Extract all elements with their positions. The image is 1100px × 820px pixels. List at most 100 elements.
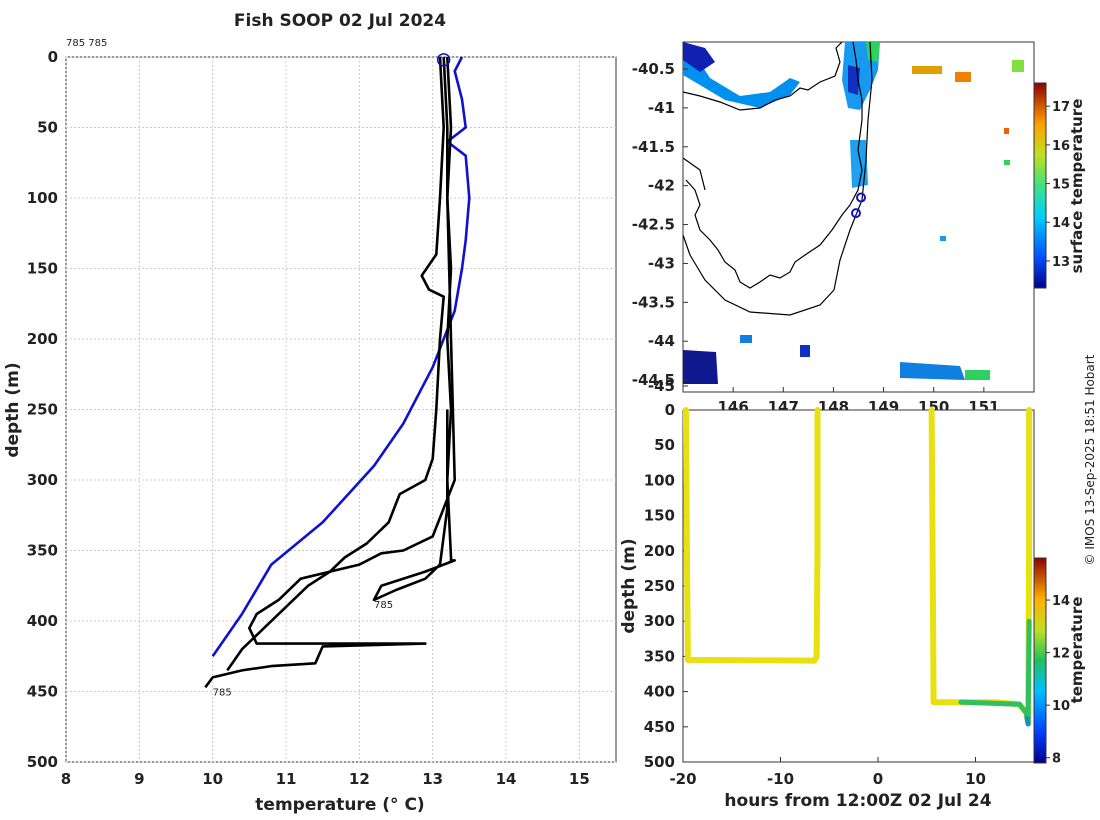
- map-y-tick-label: -42: [648, 177, 675, 195]
- timeseries-colorbar: [1033, 557, 1047, 764]
- y-tick-label: 350: [27, 542, 58, 560]
- timeseries-xlabel: hours from 12:00Z 02 Jul 24: [724, 791, 991, 811]
- sst-patch-east: [850, 140, 868, 188]
- profile-ticks: 8 9 10 11 12 13 14 1505010015020025030035040045…: [27, 48, 590, 788]
- x-tick-label: 11: [276, 770, 297, 788]
- map-y-tick-label: -45: [648, 377, 675, 395]
- profile-axes: [65, 56, 617, 763]
- coastline-victoria: [683, 42, 843, 111]
- ts-y-tick-label: 0: [665, 401, 675, 419]
- y-tick-label: 400: [27, 612, 58, 630]
- ts-x-tick-label: 0: [873, 770, 883, 788]
- map-colorbar: [1033, 82, 1047, 289]
- series-line-cast-2: [226, 56, 445, 672]
- ts-colorbar-tick-label: 10: [1052, 699, 1070, 714]
- x-tick-label: 8: [61, 770, 71, 788]
- y-tick-label: 0: [48, 48, 58, 66]
- map-colorbar-tick-label: 17: [1052, 100, 1070, 115]
- x-tick-label: 12: [349, 770, 370, 788]
- map-panel: -40.5 -41 -41.5 -42 -42.5 -43 -43.5 -44 -44.5-45…: [632, 41, 1086, 416]
- x-tick-label: 13: [422, 770, 443, 788]
- ts-colorbar-tick-label: 12: [1052, 647, 1070, 662]
- profile-ylabel: depth (m): [3, 362, 23, 457]
- ts-colorbar-tick-label: 8: [1052, 752, 1061, 767]
- credit-text: © IMOS 13-Sep-2025 18:51 Hobart: [1083, 354, 1097, 565]
- coastline-flinders: [685, 42, 863, 289]
- series-line-cast-3: [204, 56, 456, 689]
- timeseries-casts: [682, 407, 1033, 727]
- map-colorbar-tick-label: 13: [1052, 255, 1070, 270]
- ts-y-tick-label: 150: [644, 507, 675, 525]
- ts-y-tick-label: 400: [644, 683, 675, 701]
- map-colorbar-tick-label: 16: [1052, 139, 1070, 154]
- sst-patch-warm: [912, 66, 942, 74]
- y-tick-label: 450: [27, 683, 58, 701]
- y-tick-label: 250: [27, 401, 58, 419]
- y-tick-label: 50: [37, 119, 58, 137]
- ts-x-tick-label: -10: [767, 770, 794, 788]
- ts-y-tick-label: 300: [644, 612, 675, 630]
- corner-label: 785 785: [66, 38, 107, 49]
- profile-lines: [204, 56, 471, 689]
- cast-track-deep: [958, 618, 1032, 724]
- y-tick-label: 100: [27, 189, 58, 207]
- timeseries-colorbar-label: temperature: [1068, 597, 1086, 704]
- sst-patch-southeast: [900, 362, 965, 380]
- map-colorbar-label: surface temperature: [1068, 99, 1086, 274]
- ts-y-tick-label: 250: [644, 577, 675, 595]
- ts-y-tick-label: 450: [644, 718, 675, 736]
- map-colorbar-ticks: 13 14 15 16 17: [1046, 100, 1070, 270]
- profile-panel: 8 9 10 11 12 13 14 1505010015020025030035040045…: [3, 48, 617, 815]
- timeseries-panel: -20 -10 0 10050100150200250300350400450500 …: [619, 401, 1086, 811]
- start-marker: [436, 53, 451, 67]
- sst-patch-scatter-5: [1004, 160, 1010, 165]
- profile-point-labels: 785 785: [213, 600, 393, 698]
- track-point: [856, 192, 867, 203]
- map-y-tick-label: -44.5: [632, 371, 675, 389]
- map-y-tick-label: -41.5: [632, 138, 675, 156]
- coastlines: [683, 42, 873, 316]
- cast-track: [682, 407, 821, 664]
- series-line-climatology: [211, 56, 471, 658]
- sst-patch-warm-2: [955, 72, 971, 82]
- profile-grid: [65, 56, 616, 763]
- ts-y-tick-label: 500: [644, 753, 675, 771]
- sst-patch-scatter-3: [1004, 128, 1009, 134]
- track-point: [850, 208, 861, 219]
- sst-patch-south: [683, 350, 718, 384]
- map-y-tick-label: -42.5: [632, 216, 675, 234]
- map-y-tick-label: -40.5: [632, 60, 675, 78]
- timeseries-axes: [682, 409, 1035, 763]
- chart-title: Fish SOOP 02 Jul 2024: [234, 11, 446, 31]
- timeseries-ylabel: depth (m): [619, 538, 639, 633]
- series-line-cast-1: [372, 56, 456, 602]
- sst-patch-green: [866, 42, 880, 62]
- ts-y-tick-label: 350: [644, 647, 675, 665]
- sst-patches: [683, 42, 1024, 384]
- sst-patch-scatter-1: [740, 335, 752, 343]
- sst-patch-north-dark: [683, 42, 715, 72]
- y-tick-label: 150: [27, 260, 58, 278]
- sst-patch-green-3: [965, 370, 990, 380]
- x-tick-label: 10: [202, 770, 223, 788]
- map-y-tick-label: -43.5: [632, 293, 675, 311]
- y-tick-label: 200: [27, 330, 58, 348]
- ts-x-tick-label: -20: [669, 770, 696, 788]
- timeseries-colorbar-ticks: 8 10 12 14: [1046, 594, 1070, 767]
- ts-y-tick-label: 100: [644, 471, 675, 489]
- ts-y-tick-label: 200: [644, 542, 675, 560]
- sst-patch-north: [683, 42, 800, 108]
- map-y-tick-label: -43: [648, 254, 675, 272]
- sst-patch-green-2: [1012, 60, 1024, 72]
- profile-xlabel: temperature (° C): [255, 795, 424, 815]
- shelf-contour-north: [683, 157, 706, 191]
- point-label: 785: [374, 600, 393, 611]
- y-tick-label: 300: [27, 471, 58, 489]
- y-tick-label: 500: [27, 753, 58, 771]
- map-y-tick-label: -41: [648, 99, 675, 117]
- x-tick-label: 14: [496, 770, 517, 788]
- track: [850, 192, 867, 219]
- ts-x-tick-label: 10: [965, 770, 986, 788]
